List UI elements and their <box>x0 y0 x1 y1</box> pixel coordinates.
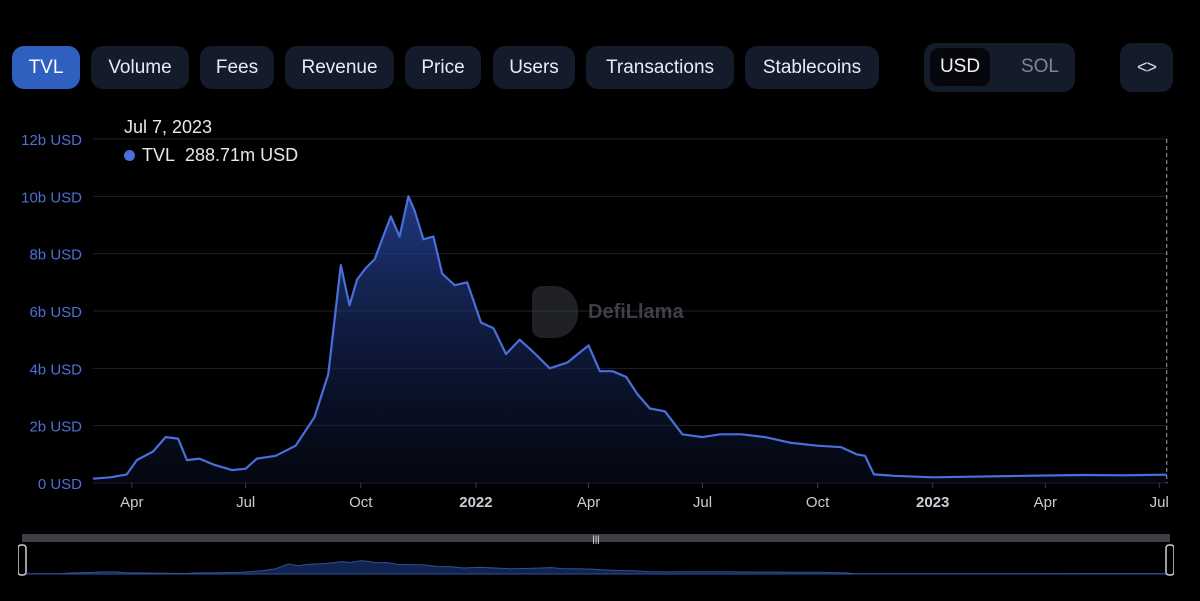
x-tick-label: Oct <box>806 494 830 511</box>
tab-users[interactable]: Users <box>493 46 575 89</box>
y-tick-label: 2b USD <box>29 419 82 436</box>
tvl-chart[interactable]: 0 USD 2b USD 4b USD 6b USD 8b USD 10b USD 12b … <box>0 110 1200 530</box>
tab-stablecoins[interactable]: Stablecoins <box>745 46 879 89</box>
tvl-area <box>93 196 1167 484</box>
tooltip-date: Jul 7, 2023 <box>124 117 213 137</box>
tvl-line <box>92 195 1167 480</box>
tab-volume[interactable]: Volume <box>91 46 189 89</box>
x-tick-label: 2022 <box>459 494 492 511</box>
tab-fees[interactable]: Fees <box>200 46 274 89</box>
tooltip-value: 288.71m USD <box>185 145 299 165</box>
y-tick-label: 10b USD <box>21 189 82 206</box>
currency-sol-option[interactable]: SOL <box>1020 56 1060 77</box>
y-tick-label: 4b USD <box>29 361 82 378</box>
tab-revenue[interactable]: Revenue <box>285 46 394 89</box>
tooltip-series-dot <box>124 150 135 161</box>
y-tick-label: 0 USD <box>38 476 82 493</box>
range-brush[interactable]: ||| <box>18 530 1174 582</box>
x-tick-label: Jul <box>1150 494 1169 511</box>
tooltip-series-name: TVL <box>142 145 176 165</box>
watermark-text: DefiLlama <box>588 300 684 323</box>
tab-transactions[interactable]: Transactions <box>586 46 734 89</box>
brush-slider-bar[interactable] <box>22 534 1170 542</box>
currency-toggle: USD SOL <box>924 43 1075 92</box>
y-tick-label: 6b USD <box>29 304 82 321</box>
brush-left-handle[interactable] <box>18 544 27 576</box>
brush-preview-area <box>25 560 1167 575</box>
x-tick-label: Jul <box>693 494 712 511</box>
x-tick-label: 2023 <box>916 494 949 511</box>
code-brackets-icon: <> <box>1136 57 1157 77</box>
x-tick-label: Jul <box>236 494 255 511</box>
llama-logo-icon <box>532 286 578 338</box>
tab-price[interactable]: Price <box>405 46 481 89</box>
x-tick-label: Oct <box>349 494 373 511</box>
x-tick-label: Apr <box>120 494 143 511</box>
x-tick-label: Apr <box>1034 494 1057 511</box>
defillama-watermark: DefiLlama <box>532 286 684 338</box>
brush-grip-icon[interactable]: ||| <box>592 534 599 544</box>
embed-button[interactable]: <> <box>1120 43 1173 92</box>
brush-right-handle[interactable] <box>1165 544 1174 576</box>
tab-tvl[interactable]: TVL <box>12 46 80 89</box>
y-tick-label: 12b USD <box>21 132 82 149</box>
tooltip-row: TVL 288.71m USD <box>124 145 298 166</box>
x-tick-label: Apr <box>577 494 600 511</box>
y-tick-label: 8b USD <box>29 247 82 264</box>
currency-usd-option[interactable]: USD <box>930 48 990 86</box>
